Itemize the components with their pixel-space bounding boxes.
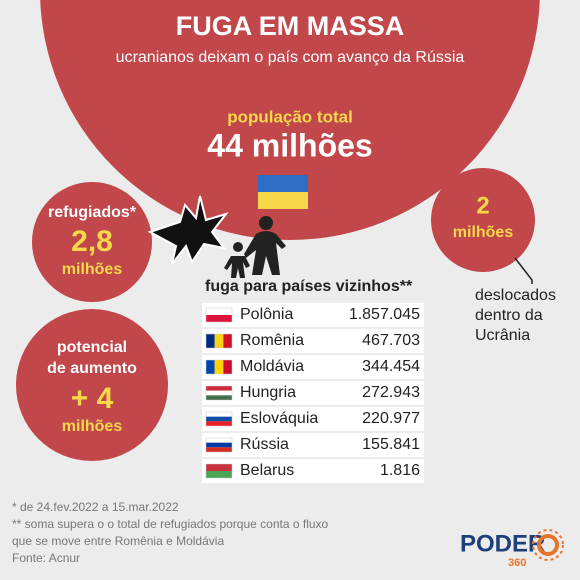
potential-unit: milhões	[62, 418, 123, 435]
refugee-count: 1.816	[380, 462, 420, 479]
refugees-circle	[32, 182, 152, 302]
flag-stripe	[206, 315, 232, 322]
refugees-label: refugiados*	[48, 204, 137, 221]
flag-border	[205, 463, 233, 479]
flag-stripe	[206, 438, 232, 443]
potential-label: potencial	[57, 339, 127, 356]
refugee-count: 220.977	[362, 410, 420, 427]
flag	[205, 307, 233, 323]
logo: PODER	[460, 530, 545, 557]
ukraine-flag	[258, 175, 308, 209]
refugee-count: 155.841	[362, 436, 420, 453]
country: Rússia	[240, 436, 289, 453]
flag-stripe	[206, 442, 232, 448]
country: Moldávia	[240, 358, 304, 375]
flag-border	[205, 307, 233, 323]
refugees-unit: milhões	[62, 261, 123, 278]
flag-stripe	[206, 412, 232, 417]
flag-stripe	[206, 395, 232, 400]
table-row: Rússia 155.841	[202, 433, 424, 457]
explosion-icon	[147, 195, 229, 265]
refugee-count: 344.454	[362, 358, 420, 375]
flag-stripe	[206, 447, 232, 452]
flag-stripe	[206, 390, 232, 396]
country: Hungria	[240, 384, 296, 401]
table: Polônia 1.857.045 Romênia 467.703 Moldávia 34…	[202, 303, 424, 483]
table-title: fuga para países vizinhos**	[205, 278, 413, 295]
flag-stripe	[206, 334, 215, 348]
flag-stripe	[206, 471, 232, 478]
leader-line	[514, 257, 533, 284]
flag	[205, 359, 233, 375]
flag	[205, 463, 233, 479]
population-circle	[40, 0, 540, 240]
country: Eslováquia	[240, 410, 318, 427]
flag	[205, 437, 233, 453]
row-bg	[202, 303, 424, 327]
flag-stripe	[214, 334, 224, 348]
row-bg	[202, 329, 424, 353]
table-row: Romênia 467.703	[202, 329, 424, 353]
people-icon	[224, 216, 286, 278]
footnote: Fonte: Acnur	[12, 551, 80, 565]
displaced-unit: milhões	[453, 224, 514, 241]
flag-stripe	[223, 360, 232, 374]
flag	[205, 385, 233, 401]
table-row: Moldávia 344.454	[202, 355, 424, 379]
footnote: ** soma supera o o total de refugiados p…	[12, 517, 329, 531]
table-row: Hungria 272.943	[202, 381, 424, 405]
flag-stripe	[206, 360, 215, 374]
row-bg	[202, 433, 424, 457]
displaced-caption: dentro da	[475, 307, 543, 324]
table-row: Polônia 1.857.045	[202, 303, 424, 327]
flag-stripe	[206, 386, 232, 391]
displaced-value: 2	[476, 192, 489, 219]
table-row: Eslováquia 220.977	[202, 407, 424, 431]
refugee-count: 1.857.045	[349, 306, 420, 323]
flag	[205, 411, 233, 427]
subtitle: ucranianos deixam o país com avanço da R…	[116, 49, 465, 66]
displaced-caption: deslocados	[475, 287, 556, 304]
flag-border	[205, 333, 233, 349]
displaced-caption: Ucrânia	[475, 327, 530, 344]
refugee-count: 467.703	[362, 332, 420, 349]
logo-sub: 360	[508, 557, 526, 569]
table-row: Belarus 1.816	[202, 459, 424, 483]
potential-circle	[16, 309, 168, 461]
flag-border	[205, 385, 233, 401]
title: FUGA EM MASSA	[176, 11, 405, 41]
refugees-value: 2,8	[71, 225, 113, 258]
country: Romênia	[240, 332, 304, 349]
logo-sun	[532, 529, 564, 561]
potential-value: + 4	[71, 382, 114, 415]
row-bg	[202, 407, 424, 431]
country: Belarus	[240, 462, 294, 479]
footnote: que se move entre Romênia e Moldávia	[12, 534, 224, 548]
footnote: * de 24.fev.2022 a 15.mar.2022	[12, 500, 179, 514]
flag-stripe	[206, 464, 232, 471]
row-bg	[202, 355, 424, 379]
flag-border	[205, 437, 233, 453]
potential-label: de aumento	[47, 360, 137, 377]
flag-stripe	[214, 360, 224, 374]
refugee-count: 272.943	[362, 384, 420, 401]
flag-stripe	[206, 416, 232, 422]
flag-stripe	[206, 421, 232, 426]
population-label: população total	[227, 107, 353, 126]
flag-border	[205, 411, 233, 427]
flag-stripe	[223, 334, 232, 348]
row-bg	[202, 459, 424, 483]
population-value: 44 milhões	[207, 127, 372, 163]
row-bg	[202, 381, 424, 405]
country: Polônia	[240, 306, 293, 323]
displaced-circle	[431, 168, 535, 272]
flag-stripe	[206, 308, 232, 315]
flag-border	[205, 359, 233, 375]
flag	[205, 333, 233, 349]
